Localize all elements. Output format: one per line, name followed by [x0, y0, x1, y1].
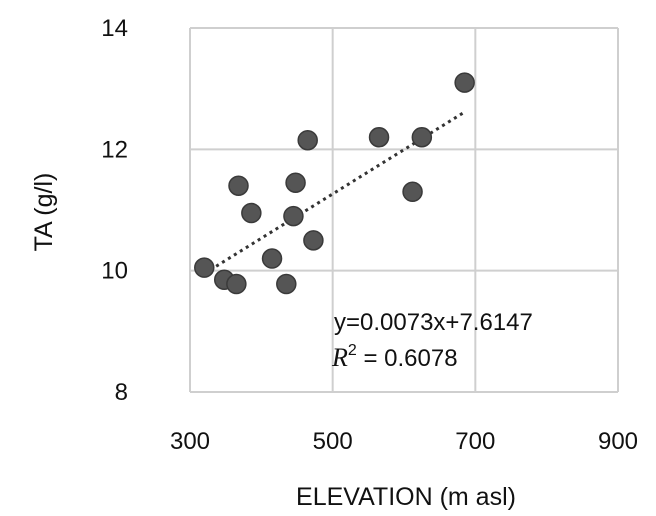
y-tick-labels: 8 10 12 14 [101, 15, 128, 406]
data-point [261, 248, 283, 269]
x-tick-labels: 300 500 700 900 [170, 428, 638, 455]
data-point [454, 72, 475, 93]
data-point [283, 205, 304, 227]
x-tick-label: 700 [455, 428, 495, 455]
x-tick-label: 500 [313, 428, 353, 455]
trendline [203, 110, 466, 275]
data-points [194, 72, 475, 295]
x-tick-label: 900 [598, 428, 638, 455]
y-tick-label: 12 [101, 136, 128, 163]
r-squared-symbol: R [331, 343, 348, 372]
r-squared-label: R2 = 0.6078 [331, 342, 458, 372]
data-point [368, 126, 390, 148]
r-squared-value: = 0.6078 [357, 345, 458, 372]
trendline-equation: y=0.0073x+7.6147 [334, 309, 533, 336]
x-axis-label: ELEVATION (m asl) [296, 483, 516, 511]
trendline-group [203, 110, 466, 275]
data-point [226, 273, 247, 295]
data-point [297, 129, 318, 151]
data-point [228, 175, 249, 196]
y-tick-label: 10 [101, 258, 128, 285]
data-point [402, 181, 423, 203]
data-point [303, 230, 324, 251]
y-tick-label: 8 [115, 379, 128, 406]
y-axis-label: TA (g/l) [30, 173, 58, 252]
x-tick-label: 300 [170, 428, 210, 455]
r-squared-superscript: 2 [348, 342, 357, 359]
data-point [194, 257, 215, 278]
grid [189, 27, 619, 393]
data-point [276, 273, 297, 295]
y-tick-label: 14 [101, 15, 128, 42]
data-point [241, 202, 262, 224]
data-point [285, 172, 306, 193]
data-point [411, 126, 433, 148]
